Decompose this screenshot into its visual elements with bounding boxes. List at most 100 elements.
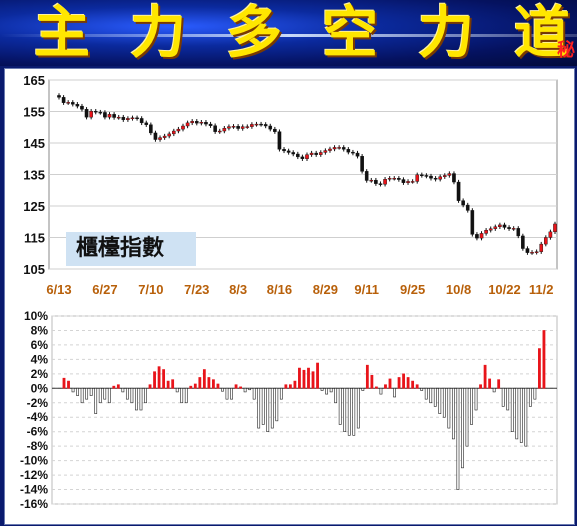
change-bar xyxy=(515,388,519,440)
candle-body xyxy=(351,151,355,154)
candle-body xyxy=(305,154,309,159)
date-tick-label: 10/8 xyxy=(446,282,471,297)
candle-body xyxy=(420,174,424,177)
candle-body xyxy=(185,122,190,127)
change-bar xyxy=(121,388,125,393)
change-bar xyxy=(501,388,505,407)
change-bar xyxy=(492,388,496,393)
price-tick-label: 115 xyxy=(24,231,45,246)
change-bar xyxy=(370,374,374,389)
date-tick-label: 6/13 xyxy=(46,282,71,297)
candle-body xyxy=(231,126,236,128)
change-bar xyxy=(216,383,220,389)
change-bar xyxy=(397,377,401,389)
change-bar xyxy=(71,388,75,393)
banner-title: 主 力 多 空 力 道 xyxy=(14,2,577,64)
change-tick-label: 6% xyxy=(31,338,49,352)
candle-body xyxy=(162,135,167,138)
change-bar xyxy=(243,388,247,393)
banner-char: 主 xyxy=(34,0,90,66)
candle-body xyxy=(70,102,75,105)
change-bar xyxy=(257,388,261,429)
candle-body xyxy=(548,231,553,238)
change-bar xyxy=(424,388,428,400)
change-bar xyxy=(153,371,156,389)
candle-body xyxy=(227,126,231,129)
change-bar xyxy=(519,388,523,443)
change-tick-label: 8% xyxy=(31,323,49,337)
change-bar xyxy=(479,384,482,389)
price-tick-label: 155 xyxy=(23,105,45,120)
candle-body xyxy=(273,128,277,132)
candle-body xyxy=(135,117,139,120)
candle-body xyxy=(176,128,181,132)
candle-body xyxy=(507,227,511,229)
change-bar xyxy=(221,388,224,392)
price-tick-label: 135 xyxy=(23,168,45,183)
candle-body xyxy=(222,127,227,132)
change-bar xyxy=(144,388,147,404)
change-bar xyxy=(442,388,446,418)
change-bar xyxy=(461,388,464,469)
change-bar xyxy=(356,388,360,429)
change-bar xyxy=(275,388,279,422)
candle-body xyxy=(130,117,135,120)
candle-body xyxy=(314,152,318,155)
candle-body xyxy=(204,122,208,125)
change-bar xyxy=(316,362,319,389)
candle-body xyxy=(539,243,544,252)
candle-body xyxy=(341,147,346,150)
change-bar xyxy=(406,377,410,389)
candle-body xyxy=(57,95,61,98)
candle-body xyxy=(75,104,80,107)
date-tick-label: 8/29 xyxy=(313,282,338,297)
change-bar xyxy=(166,380,170,389)
banner-char: 力 xyxy=(130,0,186,66)
candle-body xyxy=(369,179,374,182)
change-bar xyxy=(94,388,98,414)
date-tick-label: 9/11 xyxy=(354,282,379,297)
change-bar xyxy=(474,388,478,411)
change-bar xyxy=(288,384,292,389)
date-tick-label: 8/16 xyxy=(267,282,292,297)
candle-body xyxy=(337,147,341,149)
candle-body xyxy=(553,223,557,233)
change-bar xyxy=(375,386,378,389)
candle-body xyxy=(323,150,328,153)
candle-body xyxy=(374,179,378,184)
index-name-label: 櫃檯指數 xyxy=(76,236,165,261)
change-bar xyxy=(198,377,202,389)
candle-body xyxy=(406,181,410,183)
change-bar xyxy=(112,385,116,389)
price-tick-label: 145 xyxy=(23,136,45,151)
candle-body xyxy=(286,150,291,153)
change-bar xyxy=(202,369,206,389)
candle-body xyxy=(456,181,461,201)
candle-body xyxy=(346,149,351,153)
candle-body xyxy=(355,152,360,157)
change-bar xyxy=(361,388,365,391)
candle-body xyxy=(511,228,516,230)
change-bar xyxy=(184,388,188,404)
candle-body xyxy=(61,97,66,103)
candle-body xyxy=(126,118,130,120)
title-banner: 主 力 多 空 力 道 秘 xyxy=(0,0,577,66)
date-tick-label: 11/2 xyxy=(529,282,554,297)
candle-body xyxy=(300,156,305,159)
change-bar xyxy=(116,384,120,389)
change-bar xyxy=(542,330,546,389)
candle-body xyxy=(544,237,548,245)
candle-body xyxy=(332,147,337,150)
change-bar xyxy=(497,379,501,389)
candle-body xyxy=(103,112,107,118)
change-bar xyxy=(347,388,351,436)
change-bar xyxy=(266,388,270,432)
candle-body xyxy=(80,105,84,110)
change-bar xyxy=(135,388,138,411)
change-bar xyxy=(284,384,288,389)
change-bar xyxy=(343,388,347,432)
change-bar xyxy=(125,388,129,400)
change-bar xyxy=(488,378,492,389)
